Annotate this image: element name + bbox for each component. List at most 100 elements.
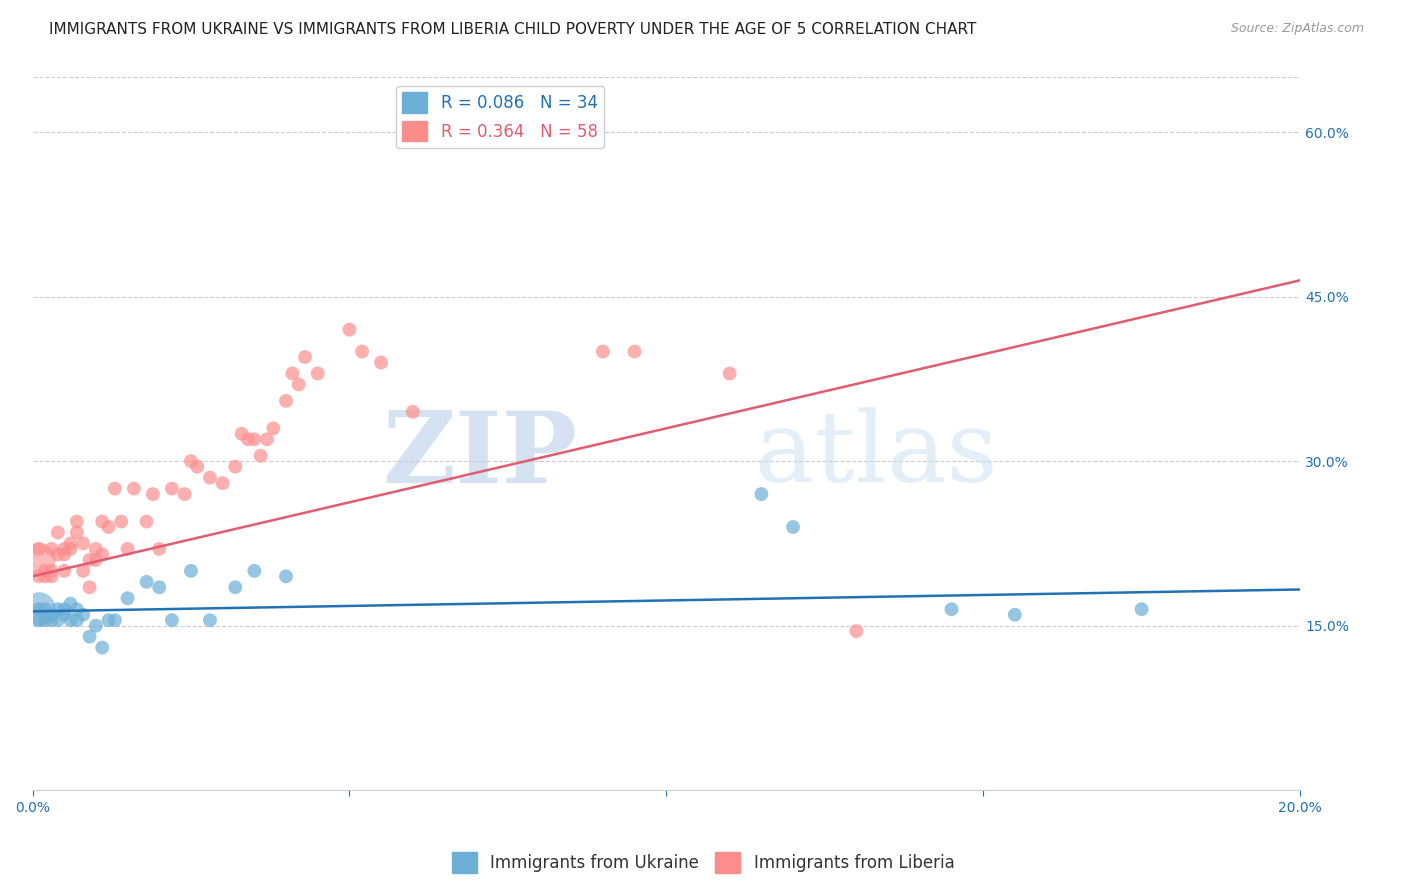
Point bbox=[198, 470, 221, 484]
Point bbox=[59, 613, 82, 627]
Point bbox=[41, 541, 63, 556]
Point bbox=[59, 597, 82, 611]
Point bbox=[84, 553, 107, 567]
Point bbox=[46, 548, 69, 562]
Point bbox=[28, 541, 51, 556]
Point bbox=[53, 541, 76, 556]
Point bbox=[110, 515, 132, 529]
Point bbox=[224, 459, 246, 474]
Point bbox=[845, 624, 868, 639]
Point bbox=[274, 393, 297, 408]
Point bbox=[180, 564, 202, 578]
Point bbox=[122, 482, 145, 496]
Text: IMMIGRANTS FROM UKRAINE VS IMMIGRANTS FROM LIBERIA CHILD POVERTY UNDER THE AGE O: IMMIGRANTS FROM UKRAINE VS IMMIGRANTS FR… bbox=[49, 22, 977, 37]
Point bbox=[294, 350, 316, 364]
Point bbox=[211, 476, 233, 491]
Point bbox=[135, 574, 157, 589]
Point bbox=[28, 613, 51, 627]
Point bbox=[84, 618, 107, 632]
Point bbox=[79, 553, 101, 567]
Point bbox=[339, 323, 361, 337]
Point bbox=[592, 344, 614, 359]
Point bbox=[66, 525, 89, 540]
Point bbox=[243, 564, 266, 578]
Point bbox=[718, 367, 741, 381]
Point bbox=[97, 520, 120, 534]
Point bbox=[91, 515, 114, 529]
Point bbox=[91, 640, 114, 655]
Point bbox=[41, 607, 63, 622]
Point bbox=[224, 580, 246, 594]
Point bbox=[66, 515, 89, 529]
Point bbox=[91, 548, 114, 562]
Point bbox=[46, 602, 69, 616]
Point bbox=[104, 613, 127, 627]
Point bbox=[79, 580, 101, 594]
Point bbox=[243, 432, 266, 446]
Point bbox=[160, 482, 183, 496]
Point bbox=[1130, 602, 1153, 616]
Legend: R = 0.086   N = 34, R = 0.364   N = 58: R = 0.086 N = 34, R = 0.364 N = 58 bbox=[395, 86, 605, 148]
Point bbox=[117, 591, 139, 606]
Point bbox=[66, 613, 89, 627]
Point bbox=[59, 541, 82, 556]
Legend: Immigrants from Ukraine, Immigrants from Liberia: Immigrants from Ukraine, Immigrants from… bbox=[444, 846, 962, 880]
Point bbox=[53, 607, 76, 622]
Point bbox=[104, 482, 127, 496]
Point bbox=[274, 569, 297, 583]
Point bbox=[231, 426, 253, 441]
Point bbox=[180, 454, 202, 468]
Point bbox=[262, 421, 284, 435]
Point bbox=[72, 536, 94, 550]
Point bbox=[34, 564, 56, 578]
Point bbox=[66, 602, 89, 616]
Point bbox=[59, 536, 82, 550]
Point bbox=[34, 602, 56, 616]
Point bbox=[281, 367, 304, 381]
Point bbox=[307, 367, 329, 381]
Point bbox=[84, 541, 107, 556]
Point bbox=[1004, 607, 1026, 622]
Point bbox=[148, 580, 170, 594]
Point bbox=[236, 432, 259, 446]
Point bbox=[142, 487, 165, 501]
Point bbox=[41, 569, 63, 583]
Point bbox=[249, 449, 271, 463]
Point bbox=[28, 602, 51, 616]
Point bbox=[186, 459, 208, 474]
Point bbox=[53, 602, 76, 616]
Point bbox=[46, 613, 69, 627]
Point bbox=[79, 630, 101, 644]
Point bbox=[53, 564, 76, 578]
Point bbox=[256, 432, 278, 446]
Text: Source: ZipAtlas.com: Source: ZipAtlas.com bbox=[1230, 22, 1364, 36]
Point bbox=[117, 541, 139, 556]
Point bbox=[41, 564, 63, 578]
Point bbox=[173, 487, 195, 501]
Point bbox=[623, 344, 645, 359]
Point bbox=[28, 602, 51, 616]
Point bbox=[34, 569, 56, 583]
Point bbox=[782, 520, 804, 534]
Point bbox=[751, 487, 773, 501]
Point bbox=[287, 377, 309, 392]
Point bbox=[41, 613, 63, 627]
Point bbox=[402, 405, 425, 419]
Point bbox=[941, 602, 963, 616]
Point bbox=[28, 553, 51, 567]
Point bbox=[97, 613, 120, 627]
Point bbox=[72, 607, 94, 622]
Point bbox=[135, 515, 157, 529]
Point bbox=[53, 548, 76, 562]
Point bbox=[370, 355, 392, 369]
Point bbox=[148, 541, 170, 556]
Point bbox=[352, 344, 374, 359]
Point bbox=[72, 564, 94, 578]
Point bbox=[160, 613, 183, 627]
Point bbox=[46, 525, 69, 540]
Text: atlas: atlas bbox=[755, 408, 998, 503]
Text: ZIP: ZIP bbox=[382, 407, 578, 504]
Point bbox=[34, 613, 56, 627]
Point bbox=[198, 613, 221, 627]
Point bbox=[28, 569, 51, 583]
